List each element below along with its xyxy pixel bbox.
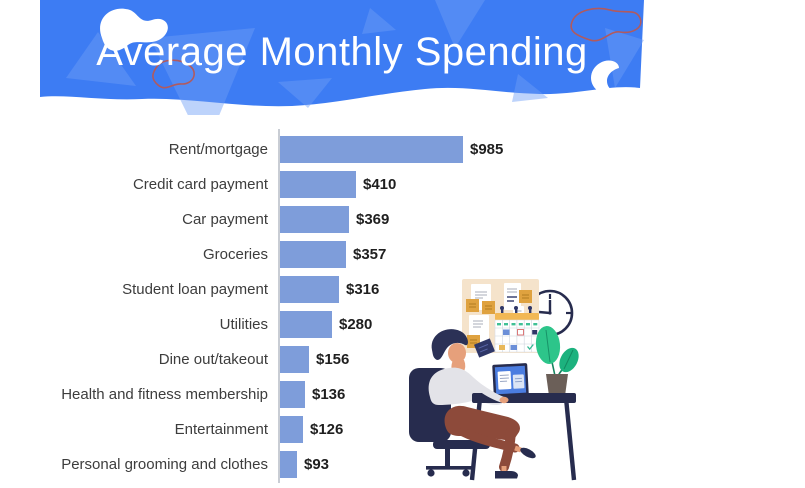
- bar-row: Utilities $280: [0, 311, 805, 346]
- value-label: $156: [316, 351, 350, 368]
- shoe-crossed: [520, 447, 536, 459]
- bar: [280, 451, 297, 478]
- calendar-icon: [494, 306, 540, 353]
- decor-red-outline-right: [570, 7, 642, 42]
- bar: [280, 346, 309, 373]
- category-label: Dine out/takeout: [158, 351, 268, 368]
- bar: [280, 416, 303, 443]
- forearm: [479, 384, 504, 403]
- banner-shape: [40, 0, 644, 107]
- bar: [280, 311, 332, 338]
- bar: [280, 276, 339, 303]
- bar-row: Credit card payment $410: [0, 171, 805, 206]
- value-label: $985: [470, 141, 504, 158]
- bar: [280, 206, 349, 233]
- category-label: Rent/mortgage: [168, 141, 268, 158]
- decor-triangles: [66, 0, 644, 115]
- bar: [280, 381, 305, 408]
- decor-red-outline-left: [152, 59, 195, 89]
- category-label: Personal grooming and clothes: [61, 456, 268, 473]
- bar-row: Student loan payment $316: [0, 276, 805, 311]
- category-label: Health and fitness membership: [61, 386, 268, 403]
- bar: [280, 171, 356, 198]
- hair: [431, 329, 468, 360]
- value-label: $93: [304, 456, 330, 473]
- bar-row: Rent/mortgage $985: [0, 136, 805, 171]
- bar-row: Groceries $357: [0, 241, 805, 276]
- category-label: Entertainment: [174, 421, 268, 438]
- bar: [280, 241, 346, 268]
- category-label: Groceries: [202, 246, 268, 263]
- value-label: $280: [339, 316, 373, 333]
- shoe-floor: [495, 471, 518, 479]
- laptop: [492, 363, 529, 397]
- banner-background: [40, 0, 644, 115]
- workspace-illustration: [409, 279, 579, 481]
- category-label: Car payment: [182, 211, 268, 228]
- plant-pot: [546, 374, 568, 393]
- page-title: Average Monthly Spending: [96, 30, 588, 74]
- bar-row: Entertainment $126: [0, 416, 805, 451]
- planner-board: [462, 279, 540, 358]
- value-label: $316: [346, 281, 380, 298]
- category-label: Student loan payment: [122, 281, 268, 298]
- bar-row: Personal grooming and clothes $93: [0, 451, 805, 486]
- bar-row: Dine out/takeout $156: [0, 346, 805, 381]
- bar-row: Car payment $369: [0, 206, 805, 241]
- category-label: Utilities: [219, 316, 268, 333]
- value-label: $410: [363, 176, 397, 193]
- category-label: Credit card payment: [132, 176, 268, 193]
- bar-row: Health and fitness membership $136: [0, 381, 805, 416]
- bar: [280, 136, 463, 163]
- value-label: $136: [312, 386, 346, 403]
- value-label: $369: [356, 211, 390, 228]
- value-label: $126: [310, 421, 344, 438]
- decor-white-blob-right: [591, 60, 619, 95]
- chart-axis: [278, 129, 280, 483]
- banner: Average Monthly Spending: [40, 0, 644, 115]
- plant: [535, 326, 579, 393]
- decor-white-blob-left: [100, 8, 168, 51]
- hand: [499, 396, 509, 404]
- value-label: $357: [353, 246, 387, 263]
